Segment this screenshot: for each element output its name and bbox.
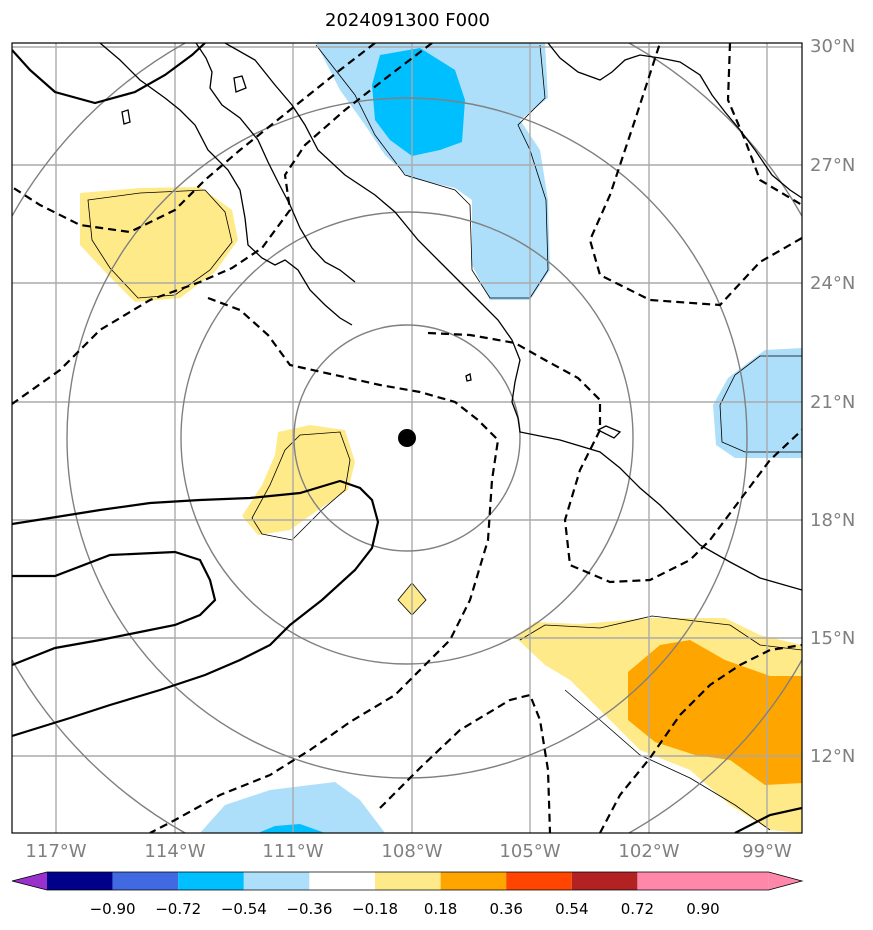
colorbar-label: 0.36 xyxy=(489,900,522,918)
dashed-contour-f xyxy=(427,331,802,584)
lon-label-111: 111°W xyxy=(262,841,323,862)
dashed-contour-b xyxy=(12,43,433,405)
colorbar-segment xyxy=(506,872,572,890)
range-ring-2 xyxy=(180,211,634,665)
colorbar-label: 0.18 xyxy=(424,900,457,918)
yellow-region-northwest xyxy=(80,187,238,302)
colorbar-label: −0.36 xyxy=(286,900,332,918)
colorbar-segment xyxy=(637,872,703,890)
coast-northeast xyxy=(547,43,802,199)
lat-label-30: 30°N xyxy=(810,36,855,57)
map-title: 2024091300 F000 xyxy=(325,10,490,31)
solid-contour-southeast xyxy=(734,806,802,833)
colorbar-label: −0.18 xyxy=(352,900,398,918)
coast-island-1 xyxy=(233,75,247,93)
shade-outline-southeast xyxy=(519,615,802,831)
colorbar-segment xyxy=(703,872,769,890)
solid-contour-west xyxy=(12,550,217,667)
yellow-region-center xyxy=(242,425,355,535)
lat-label-12: 12°N xyxy=(810,746,855,767)
latitude-labels: 30°N 27°N 24°N 21°N 18°N 15°N 12°N xyxy=(810,36,855,767)
coast-island-2 xyxy=(121,109,131,125)
coast-tip xyxy=(596,425,622,439)
graticule xyxy=(12,43,802,833)
shade-outline-north xyxy=(315,44,549,299)
lat-label-18: 18°N xyxy=(810,510,855,531)
coastlines xyxy=(99,43,802,591)
shade-outline-northwest xyxy=(87,189,233,299)
dashed-contour-d xyxy=(726,43,802,206)
dashed-contour-c xyxy=(588,43,802,307)
lat-label-27: 27°N xyxy=(810,155,855,176)
colorbar-label: −0.54 xyxy=(221,900,267,918)
storm-center-marker xyxy=(398,429,416,447)
lat-label-21: 21°N xyxy=(810,392,855,413)
coast-baja-east xyxy=(195,43,356,283)
coast-baja-west xyxy=(99,43,353,326)
map-area xyxy=(12,43,802,833)
lon-label-117: 117°W xyxy=(25,841,86,862)
shade-outline-center xyxy=(251,431,351,541)
colorbar-segment xyxy=(178,872,244,890)
range-ring-1 xyxy=(293,324,521,552)
lat-label-24: 24°N xyxy=(810,273,855,294)
colorbar-segment xyxy=(375,872,441,890)
dashed-contour-a xyxy=(12,43,376,234)
contours xyxy=(12,43,802,833)
lat-label-15: 15°N xyxy=(810,628,855,649)
colorbar-label: 0.54 xyxy=(555,900,588,918)
shade-outline-east xyxy=(719,355,802,453)
colorbar-label: 0.72 xyxy=(621,900,654,918)
colorbar-segment xyxy=(309,872,375,890)
lon-label-105: 105°W xyxy=(499,841,560,862)
colorbar-outline xyxy=(11,871,804,891)
lon-label-108: 108°W xyxy=(381,841,442,862)
colorbar: −0.90 −0.72 −0.54 −0.36 −0.18 0.18 0.36 … xyxy=(11,871,804,918)
colorbar-label: 0.90 xyxy=(686,900,719,918)
dashed-contour-h xyxy=(599,643,802,833)
colorbar-segment xyxy=(571,872,638,890)
longitude-labels: 117°W 114°W 111°W 108°W 105°W 102°W 99°W xyxy=(25,841,792,862)
colorbar-segment xyxy=(47,872,113,890)
solid-contour-north xyxy=(12,43,206,105)
orange-region-southeast xyxy=(628,640,802,785)
colorbar-min-extension xyxy=(12,872,47,890)
coast-mainland xyxy=(224,43,802,591)
range-rings xyxy=(12,43,802,833)
colorbar-label: −0.90 xyxy=(90,900,136,918)
lon-label-114: 114°W xyxy=(144,841,205,862)
colorbar-segment xyxy=(243,872,310,890)
light-blue-region-east xyxy=(713,348,802,458)
map-frame xyxy=(11,42,803,834)
colorbar-segment xyxy=(112,872,179,890)
lon-label-99: 99°W xyxy=(742,841,792,862)
blue-region-south xyxy=(258,824,325,833)
coast-island-3 xyxy=(465,373,472,382)
blue-region-north xyxy=(372,48,465,156)
colorbar-max-extension xyxy=(768,872,802,890)
colorbar-label: −0.72 xyxy=(155,900,201,918)
dashed-contour-g xyxy=(379,693,552,833)
solid-contour-loop xyxy=(12,479,380,738)
dashed-contour-e xyxy=(149,296,500,833)
range-ring-3 xyxy=(66,97,748,779)
lon-label-102: 102°W xyxy=(618,841,679,862)
colorbar-segment xyxy=(440,872,507,890)
